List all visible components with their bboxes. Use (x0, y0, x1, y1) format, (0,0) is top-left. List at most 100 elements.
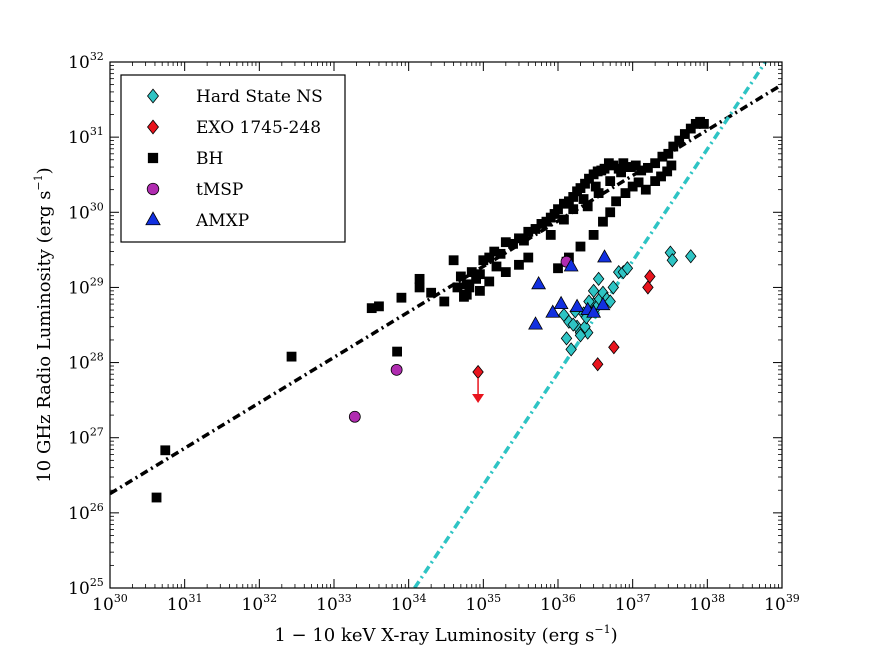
bh-point (598, 216, 608, 227)
bh-point (568, 204, 579, 215)
y-tick-label: 1031 (68, 125, 104, 148)
legend-marker-tmsp (146, 182, 160, 196)
hard-state-ns-point (579, 319, 591, 334)
y-tick-label: 1026 (68, 501, 104, 524)
hard-state-ns-point (560, 331, 573, 346)
bh-point (448, 255, 459, 266)
hard-state-ns-point (565, 342, 577, 357)
bh-point (633, 177, 644, 188)
bh-point (559, 214, 569, 225)
bh-point (605, 176, 616, 187)
exo-1745-248-point (642, 280, 654, 295)
legend-marker-hard-state-ns (147, 88, 159, 104)
hard-state-ns-point (621, 261, 634, 276)
y-tick-label: 1032 (68, 50, 104, 73)
y-axis-title: 10 GHz Radio Luminosity (erg s−1) (32, 167, 55, 482)
exo-1745-248-point (591, 357, 604, 372)
bh-point (626, 162, 636, 172)
bh-point (674, 135, 685, 146)
amxp-point (569, 298, 585, 312)
axis-titles: 1 − 10 keV X-ray Luminosity (erg s−1) 10 … (32, 167, 618, 646)
x-tick-label: 1038 (690, 592, 726, 615)
bh-point (668, 141, 679, 152)
bh-point (545, 230, 556, 240)
plot-frame (109, 61, 783, 589)
legend-marker-bh (147, 152, 159, 164)
y-tick-label: 1025 (68, 576, 104, 599)
tmsp-point (390, 363, 403, 376)
bh-point (286, 351, 297, 362)
bh-point (426, 287, 437, 298)
bh-point (374, 301, 384, 312)
bh-point (650, 158, 661, 169)
bh-point (414, 273, 425, 284)
bh-point (620, 188, 631, 199)
bh-point (588, 230, 599, 240)
amxp-point (597, 249, 612, 263)
exo-1745-248-point (472, 364, 484, 380)
hard-state-ns-point (604, 294, 616, 309)
tmsp-point (348, 410, 361, 423)
amxp-point (563, 258, 579, 272)
x-tick-label: 1031 (167, 592, 203, 615)
amxp-point (586, 304, 602, 318)
bh-point (392, 346, 403, 357)
bh-point (461, 279, 472, 290)
legend-label-amxp: AMXP (195, 211, 249, 231)
bh-point (475, 285, 485, 296)
x-tick-label: 1039 (764, 592, 800, 615)
bh-point (439, 296, 450, 307)
hard-state-ns-point (685, 249, 697, 264)
bh-point (484, 276, 495, 287)
legend-marker-exo-1745-248 (147, 119, 159, 135)
amxp-point (553, 295, 569, 309)
bh-point (553, 263, 563, 274)
bh-point (699, 119, 709, 129)
bh-point (575, 241, 586, 252)
legend-label-tmsp: tMSP (196, 180, 243, 200)
legend-label-bh: BH (196, 149, 223, 169)
x-tick-label: 1030 (92, 592, 128, 615)
bh-point (590, 181, 601, 192)
plot-border (109, 61, 783, 589)
bh-point (484, 252, 495, 263)
x-tick-label: 1033 (316, 592, 352, 615)
bh-point (663, 148, 674, 159)
x-tick-label: 1034 (391, 592, 427, 615)
legend-label-exo-1745-248: EXO 1745-248 (196, 118, 321, 138)
bh-point (578, 194, 589, 204)
hard-state-ns-point (666, 253, 679, 268)
bh-point (605, 207, 616, 218)
bh-point (508, 238, 518, 249)
legend-label-hard-state-ns: Hard State NS (196, 87, 323, 107)
bh-point (495, 248, 506, 259)
data-markers (151, 116, 709, 503)
bh-point (514, 259, 524, 270)
bh-point (475, 269, 485, 280)
hard-state-ns-point (567, 317, 579, 332)
bh-point (396, 292, 407, 303)
legend-marker-amxp (145, 211, 161, 226)
bh-point (151, 492, 162, 503)
bh-point (656, 171, 666, 182)
upper-limit-arrow-head (472, 393, 485, 403)
hard-state-ns-point (592, 271, 605, 287)
bh-point (523, 252, 534, 263)
legend-box (120, 74, 346, 243)
x-tick-label: 1032 (242, 592, 278, 615)
y-tick-label: 1029 (68, 275, 104, 298)
bh-point (640, 184, 651, 195)
legend: Hard State NS EXO 1745-248 BH tMSP AMXP (120, 74, 346, 243)
hard-state-ns-point (587, 283, 600, 299)
y-tick-label: 1027 (68, 426, 104, 449)
bh-point (611, 196, 622, 207)
bh-point (491, 261, 502, 272)
amxp-point (545, 304, 561, 318)
bh-point (679, 129, 690, 139)
axis-ticks: 1030 1031 1032 1033 1034 1035 1036 1037 1038 1039… (68, 50, 800, 615)
bh-point (455, 271, 466, 282)
y-tick-label: 1030 (68, 200, 104, 223)
bh-point (414, 282, 425, 293)
bh-point (519, 235, 529, 246)
hard-state-ns-point (574, 328, 587, 343)
